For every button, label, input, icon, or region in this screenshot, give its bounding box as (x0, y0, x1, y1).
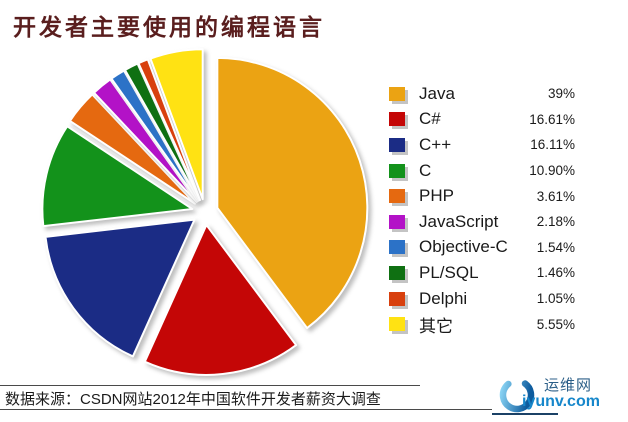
legend-percent: 3.61% (536, 188, 575, 204)
legend-label: PL/SQL (419, 262, 479, 282)
logo-underline (492, 413, 558, 415)
pie-slices (41, 48, 369, 376)
legend-label: PHP (419, 186, 454, 206)
legend-percent: 39% (547, 86, 575, 102)
legend-label: JavaScript (419, 211, 499, 231)
legend-label: Java (419, 83, 455, 103)
legend: Java 39% C# 16.61% C++ 16.11% C 10.90% PHP 3.61% J… (389, 81, 575, 337)
legend-swatch-icon (389, 240, 405, 255)
legend-row: PL/SQL 1.46% (389, 260, 575, 286)
legend-row: Objective-C 1.54% (389, 235, 575, 261)
legend-label: Objective-C (419, 237, 508, 257)
logo-domain: iyunv.com (522, 393, 600, 410)
legend-row: C# 16.61% (389, 107, 575, 133)
logo-site-name: 运维网 (544, 377, 593, 394)
legend-swatch-icon (389, 137, 405, 152)
legend-swatch-icon (389, 163, 405, 178)
legend-percent: 1.54% (536, 239, 575, 255)
legend-percent: 10.90% (529, 163, 575, 179)
legend-swatch-icon (389, 265, 405, 280)
legend-swatch-icon (389, 317, 405, 332)
legend-swatch-icon (389, 86, 405, 101)
pie-slice-C++ (44, 218, 196, 358)
legend-row: C++ 16.11% (389, 132, 575, 158)
pie-slice-PL/SQL (124, 62, 201, 202)
legend-percent: 16.11% (530, 137, 575, 153)
logo-link[interactable]: 运维网 iyunv.com (492, 370, 626, 418)
legend-row: 其它 5.55% (389, 311, 575, 337)
pie-slice-Delphi (137, 58, 202, 201)
legend-label: C (419, 160, 432, 180)
pie-slice-C (41, 125, 194, 228)
pie-slice-Objective-C (110, 69, 200, 203)
legend-percent: 5.55% (536, 316, 575, 332)
legend-row: PHP 3.61% (389, 183, 575, 209)
legend-label: C# (419, 109, 441, 129)
legend-percent: 1.05% (536, 291, 575, 307)
source-rule-top (0, 385, 420, 386)
legend-percent: 1.46% (536, 265, 575, 281)
pie-slice-其它 (149, 48, 204, 201)
pie-slice-C# (143, 223, 298, 376)
legend-row: JavaScript 2.18% (389, 209, 575, 235)
legend-swatch-icon (389, 214, 405, 229)
legend-swatch-icon (389, 112, 405, 127)
pie-slice-JavaScript (92, 78, 198, 203)
legend-row: Java 39% (389, 81, 575, 107)
pie-slice-PHP (68, 93, 197, 205)
pie-slice-Java (216, 56, 369, 330)
source-rule-bottom (0, 409, 492, 410)
legend-swatch-icon (389, 291, 405, 306)
legend-swatch-icon (389, 189, 405, 204)
legend-percent: 2.18% (536, 214, 575, 230)
legend-label: Delphi (419, 288, 468, 308)
legend-label: 其它 (419, 316, 453, 336)
source-note: 数据来源：CSDN网站2012年中国软件开发者薪资大调查 (5, 391, 381, 408)
iyunv-swirl-icon (499, 377, 535, 413)
legend-label: C++ (419, 134, 452, 154)
legend-percent: 16.61% (529, 111, 575, 127)
legend-row: C 10.90% (389, 158, 575, 184)
legend-row: Delphi 1.05% (389, 286, 575, 312)
chart-title: 开发者主要使用的编程语言 (13, 14, 325, 41)
